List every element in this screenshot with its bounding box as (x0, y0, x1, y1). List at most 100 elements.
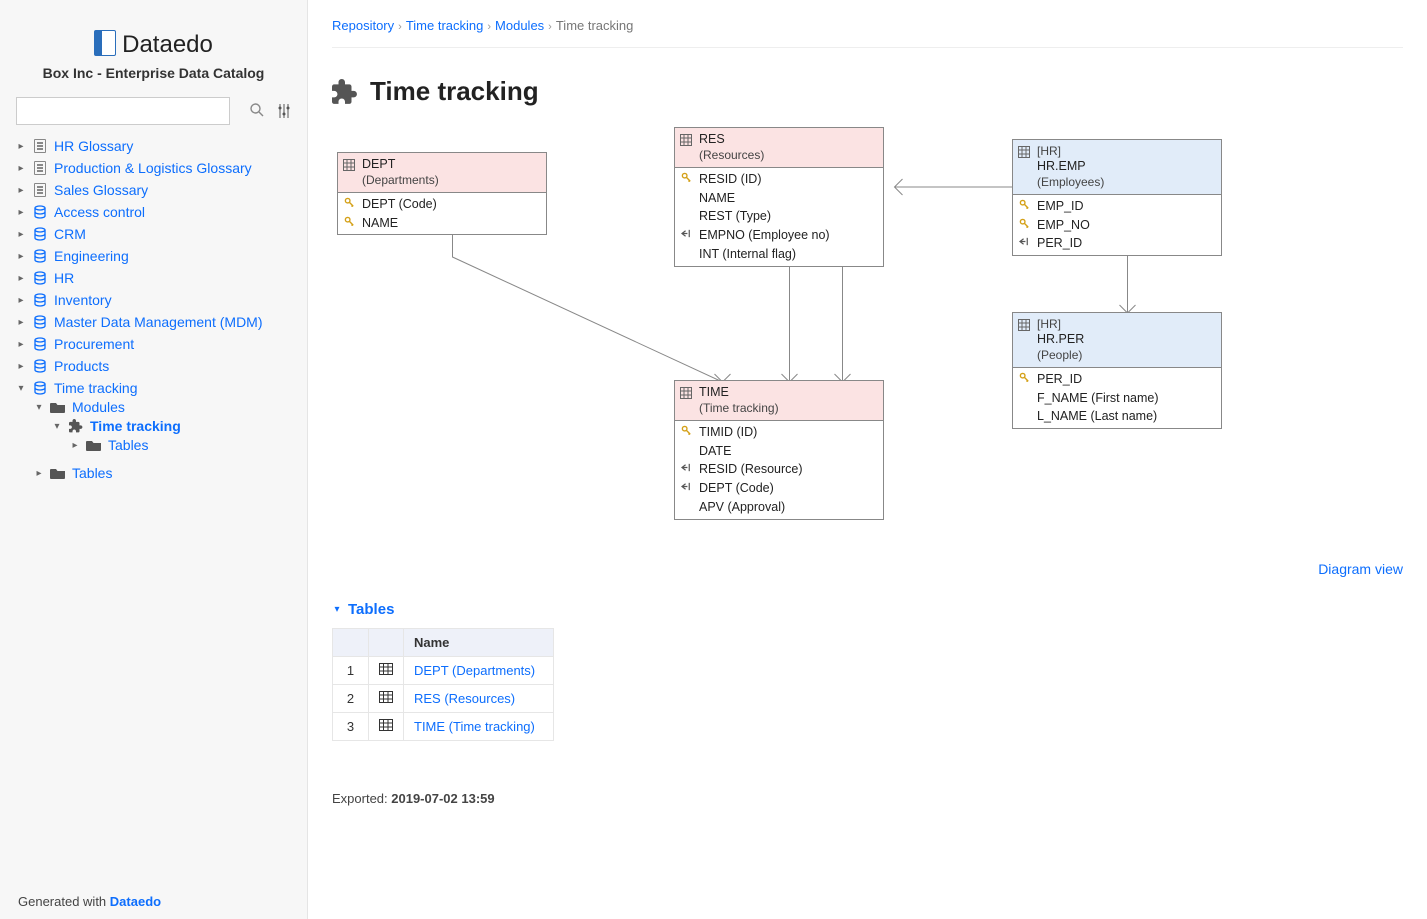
erd-header: DEPT(Departments) (338, 153, 546, 193)
footer-brand[interactable]: Dataedo (110, 894, 161, 909)
erd-diagram: DEPT(Departments)DEPT (Code)NAMERES(Reso… (332, 127, 1403, 557)
folder-icon (86, 438, 102, 452)
puzzle-icon (332, 79, 358, 105)
erd-table-dept[interactable]: DEPT(Departments)DEPT (Code)NAME (337, 152, 547, 235)
search-icon (249, 102, 265, 118)
erd-body: RESID (ID)NAMEREST (Type)EMPNO (Employee… (675, 168, 883, 266)
sidebar: Dataedo Box Inc - Enterprise Data Catalo… (0, 0, 308, 919)
tables-section-header[interactable]: ▾ Tables (332, 601, 1403, 618)
tree-label: Inventory (54, 292, 112, 308)
breadcrumb-link[interactable]: Time tracking (406, 18, 484, 33)
table-link[interactable]: RES (Resources) (414, 691, 515, 706)
row-name: DEPT (Departments) (404, 657, 554, 685)
tree-item[interactable]: ▸Procurement (16, 336, 295, 352)
chevron-icon: ▸ (34, 468, 44, 479)
diagram-view-link[interactable]: Diagram view (1318, 561, 1403, 577)
footer-prefix: Generated with (18, 894, 110, 909)
tree-label: HR (54, 270, 74, 286)
db-icon (32, 359, 48, 373)
logo: Dataedo (12, 30, 295, 59)
footer: Generated with Dataedo (18, 894, 161, 909)
erd-name: RES (699, 132, 875, 148)
breadcrumb-link[interactable]: Repository (332, 18, 394, 33)
db-icon (32, 271, 48, 285)
chevron-down-icon: ▾ (332, 604, 342, 615)
erd-body: PER_IDF_NAME (First name)L_NAME (Last na… (1013, 368, 1221, 429)
tree-item[interactable]: ▾Modules (34, 399, 295, 415)
logo-text: Dataedo (122, 31, 213, 58)
tree-label: Master Data Management (MDM) (54, 314, 263, 330)
glossary-icon (32, 139, 48, 153)
glossary-icon (32, 183, 48, 197)
tree-item[interactable]: ▸Sales Glossary (16, 182, 295, 198)
tables-section-title: Tables (348, 601, 394, 618)
tree-item[interactable]: ▸Inventory (16, 292, 295, 308)
tree-item[interactable]: ▸Access control (16, 204, 295, 220)
erd-body: DEPT (Code)NAME (338, 193, 546, 235)
table-header (369, 629, 404, 657)
table-icon (369, 713, 404, 741)
erd-body: EMP_IDEMP_NOPER_ID (1013, 195, 1221, 256)
erd-subtitle: (People) (1037, 348, 1213, 363)
filter-icon[interactable] (277, 103, 291, 119)
table-row[interactable]: 3TIME (Time tracking) (333, 713, 554, 741)
erd-schema: [HR] (1037, 317, 1213, 332)
table-row[interactable]: 1DEPT (Departments) (333, 657, 554, 685)
erd-column: PER_ID (1013, 370, 1221, 389)
tree-item[interactable]: ▸Tables (34, 465, 295, 481)
breadcrumb-separator: › (487, 21, 491, 33)
tree-item[interactable]: ▾Time tracking (52, 418, 295, 434)
breadcrumb-separator: › (398, 21, 402, 33)
db-icon (32, 293, 48, 307)
erd-column: EMP_NO (1013, 216, 1221, 235)
folder-icon (50, 400, 66, 414)
row-name: TIME (Time tracking) (404, 713, 554, 741)
tree-item[interactable]: ▸Engineering (16, 248, 295, 264)
erd-column: APV (Approval) (675, 498, 883, 517)
erd-name: HR.EMP (1037, 159, 1213, 175)
breadcrumb-link[interactable]: Modules (495, 18, 544, 33)
erd-table-hrper[interactable]: [HR]HR.PER(People)PER_IDF_NAME (First na… (1012, 312, 1222, 429)
erd-table-res[interactable]: RES(Resources) RESID (ID)NAMEREST (Type)E… (674, 127, 884, 267)
chevron-icon: ▸ (16, 317, 26, 328)
db-icon (32, 227, 48, 241)
chevron-icon: ▾ (34, 402, 44, 413)
erd-column: DEPT (Code) (338, 195, 546, 214)
table-link[interactable]: TIME (Time tracking) (414, 719, 535, 734)
tree-item[interactable]: ▸ HR (16, 270, 295, 286)
erd-subtitle: (Time tracking) (699, 401, 875, 416)
db-icon (32, 337, 48, 351)
erd-table-time[interactable]: TIME(Time tracking)TIMID (ID)DATERESID (… (674, 380, 884, 520)
chevron-icon: ▸ (16, 273, 26, 284)
glossary-icon (32, 161, 48, 175)
exported-timestamp: 2019-07-02 13:59 (391, 791, 494, 806)
search-input[interactable] (16, 97, 230, 125)
tree-label: Time tracking (54, 380, 138, 396)
chevron-icon: ▸ (16, 185, 26, 196)
tree-item[interactable]: ▸CRM (16, 226, 295, 242)
tree-item[interactable]: ▸Tables (70, 437, 295, 453)
tree-label: Products (54, 358, 109, 374)
tree-label: Time tracking (90, 418, 181, 434)
nav-tree: ▸HR Glossary▸Production & Logistics Glos… (12, 135, 295, 487)
chevron-icon: ▸ (16, 251, 26, 262)
tables-table: Name1DEPT (Departments)2RES (Resources)3… (332, 628, 554, 741)
tree-item[interactable]: ▸HR Glossary (16, 138, 295, 154)
erd-column: DATE (675, 442, 883, 461)
tree-item[interactable]: ▾Time tracking (16, 380, 295, 396)
tree-item[interactable]: ▸ Master Data Management (MDM) (16, 314, 295, 330)
erd-subtitle: (Resources) (699, 148, 875, 163)
erd-table-hremp[interactable]: [HR]HR.EMP(Employees)EMP_IDEMP_NOPER_ID (1012, 139, 1222, 256)
table-row[interactable]: 2 RES (Resources) (333, 685, 554, 713)
row-index: 2 (333, 685, 369, 713)
table-link[interactable]: DEPT (Departments) (414, 663, 535, 678)
tree-item[interactable]: ▸Products (16, 358, 295, 374)
tree-item[interactable]: ▸Production & Logistics Glossary (16, 160, 295, 176)
breadcrumb: Repository›Time tracking›Modules›Time tr… (332, 0, 1403, 48)
erd-column: NAME (338, 214, 546, 233)
tree-label: HR Glossary (54, 138, 133, 154)
db-icon (32, 249, 48, 263)
page-title-row: Time tracking (332, 76, 1403, 107)
erd-body: TIMID (ID)DATERESID (Resource)DEPT (Code… (675, 421, 883, 519)
erd-column: EMPNO (Employee no) (675, 226, 883, 245)
